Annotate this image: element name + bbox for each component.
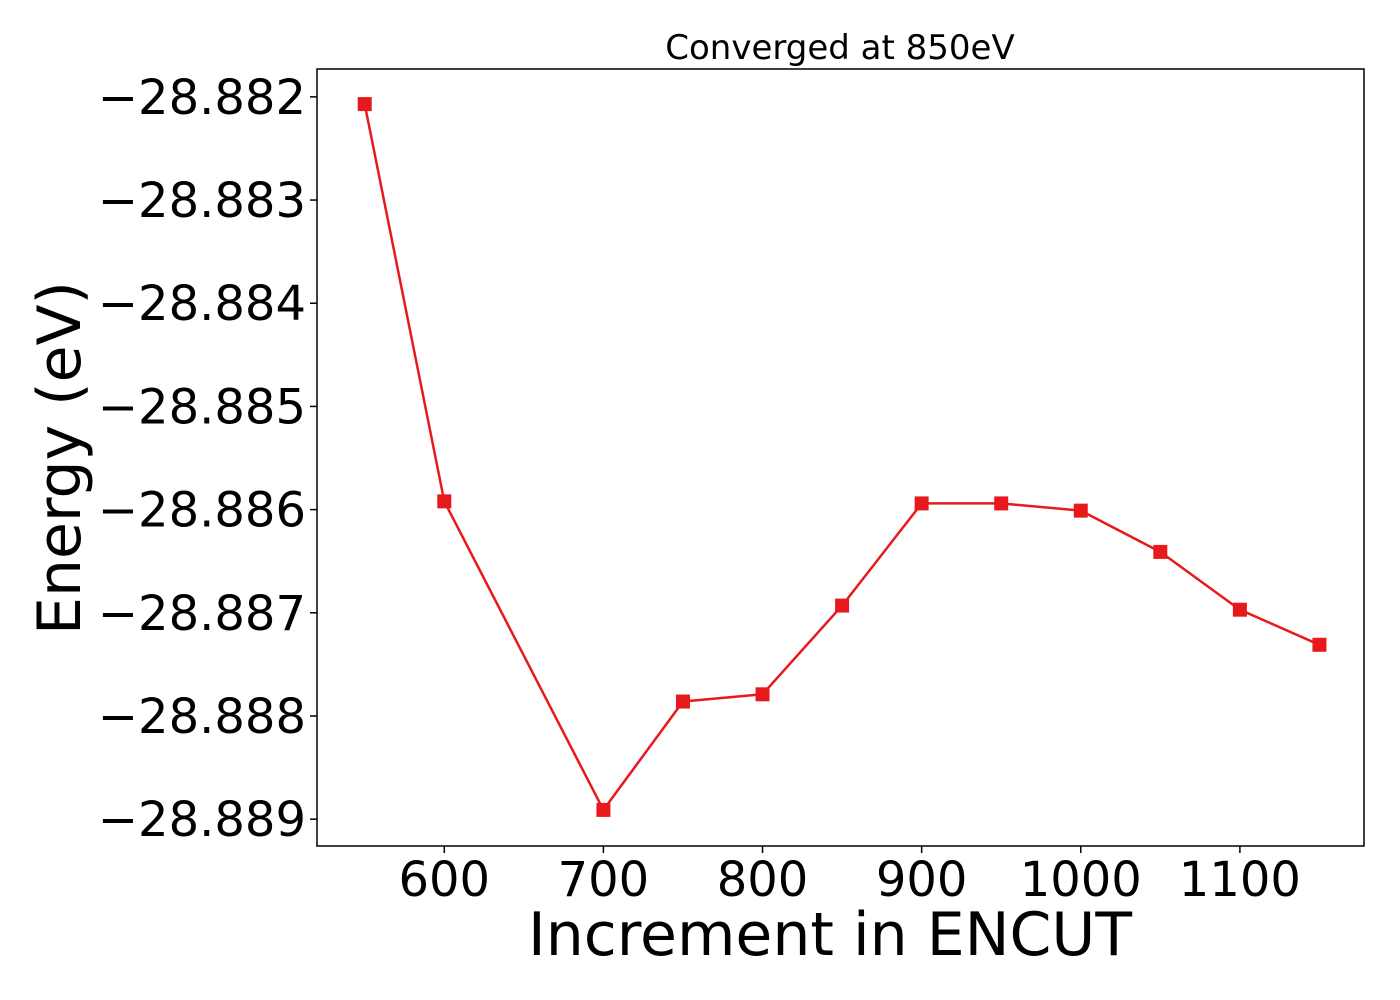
data-point-marker [1073, 503, 1088, 518]
data-point-marker [994, 496, 1009, 511]
data-point-marker [1232, 602, 1247, 617]
data-point-marker [675, 694, 690, 709]
y-tick-label: −28.888 [98, 689, 306, 745]
x-axis-ticks: 600 700 800 900 1000 1100 [398, 846, 1301, 908]
y-tick-label: −28.889 [98, 792, 306, 848]
y-axis-ticks: −28.882 −28.883 −28.884 −28.885 −28.886 −28.8… [98, 70, 317, 848]
chart-title: Converged at 850eV [665, 28, 1014, 68]
data-point-marker [357, 97, 372, 112]
data-point-marker [914, 496, 929, 511]
data-point-marker [835, 598, 850, 613]
x-tick-label: 900 [876, 852, 968, 908]
x-tick-label: 1000 [1020, 852, 1142, 908]
x-tick-label: 1100 [1179, 852, 1301, 908]
x-tick-label: 700 [558, 852, 650, 908]
y-tick-label: −28.885 [98, 379, 306, 435]
y-tick-label: −28.884 [98, 276, 306, 332]
series-line [363, 103, 1320, 812]
y-axis-title: Energy (eV) [25, 281, 95, 635]
y-tick-label: −28.882 [98, 70, 306, 126]
y-tick-label: −28.883 [98, 173, 306, 229]
y-tick-label: −28.887 [98, 586, 306, 642]
series-group [357, 97, 1327, 817]
data-point-marker [755, 687, 770, 702]
data-point-marker [1312, 637, 1327, 652]
data-point-marker [1153, 544, 1168, 559]
data-point-marker [596, 802, 611, 817]
x-axis-title: Increment in ENCUT [528, 900, 1132, 970]
x-tick-label: 800 [717, 852, 809, 908]
x-tick-label: 600 [398, 852, 490, 908]
plot-area [316, 68, 1365, 847]
data-point-marker [437, 494, 452, 509]
y-tick-label: −28.886 [98, 483, 306, 539]
